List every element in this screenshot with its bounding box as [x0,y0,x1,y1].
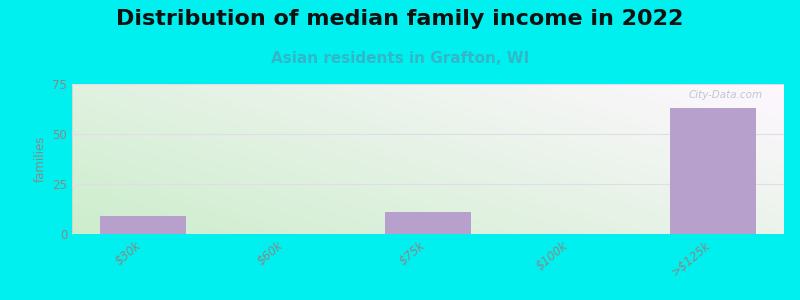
Bar [670,108,755,234]
Text: City-Data.com: City-Data.com [689,90,762,100]
Bar [386,212,470,234]
Y-axis label: families: families [34,136,46,182]
Bar [101,216,186,234]
Text: Distribution of median family income in 2022: Distribution of median family income in … [116,9,684,29]
Text: Asian residents in Grafton, WI: Asian residents in Grafton, WI [271,51,529,66]
